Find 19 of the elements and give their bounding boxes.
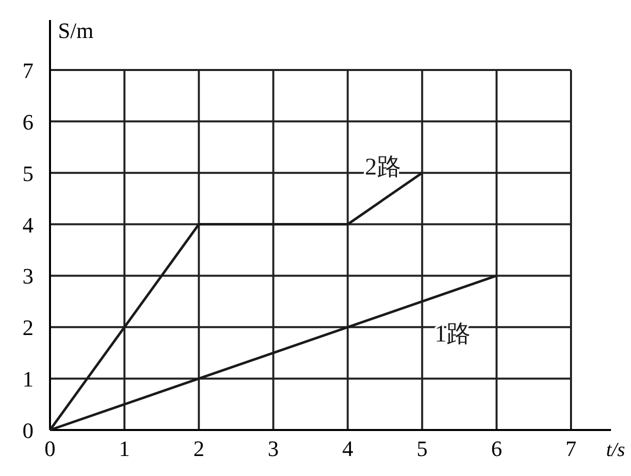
y-axis-title: S/m [58, 18, 94, 43]
x-tick-label: 4 [342, 436, 354, 461]
y-tick-label: 3 [22, 264, 34, 289]
x-tick-label: 5 [416, 436, 428, 461]
x-axis-title: t/s [606, 439, 626, 461]
y-tick-label: 5 [22, 160, 34, 186]
x-tick-label: 6 [491, 436, 502, 461]
x-tick-label: 1 [118, 436, 130, 461]
x-tick-label: 2 [193, 436, 204, 461]
y-tick-label: 1 [22, 366, 34, 392]
y-tick-label: 0 [22, 418, 34, 443]
x-tick-label: 7 [566, 436, 576, 461]
y-tick-label: 7 [22, 58, 34, 83]
y-tick-label: 4 [22, 212, 34, 238]
series-label: 1路 [434, 322, 471, 348]
x-tick-label: 0 [44, 436, 56, 461]
y-tick-label: 6 [22, 109, 34, 134]
y-tick-label: 2 [22, 315, 34, 340]
x-tick-label: 3 [268, 436, 279, 461]
